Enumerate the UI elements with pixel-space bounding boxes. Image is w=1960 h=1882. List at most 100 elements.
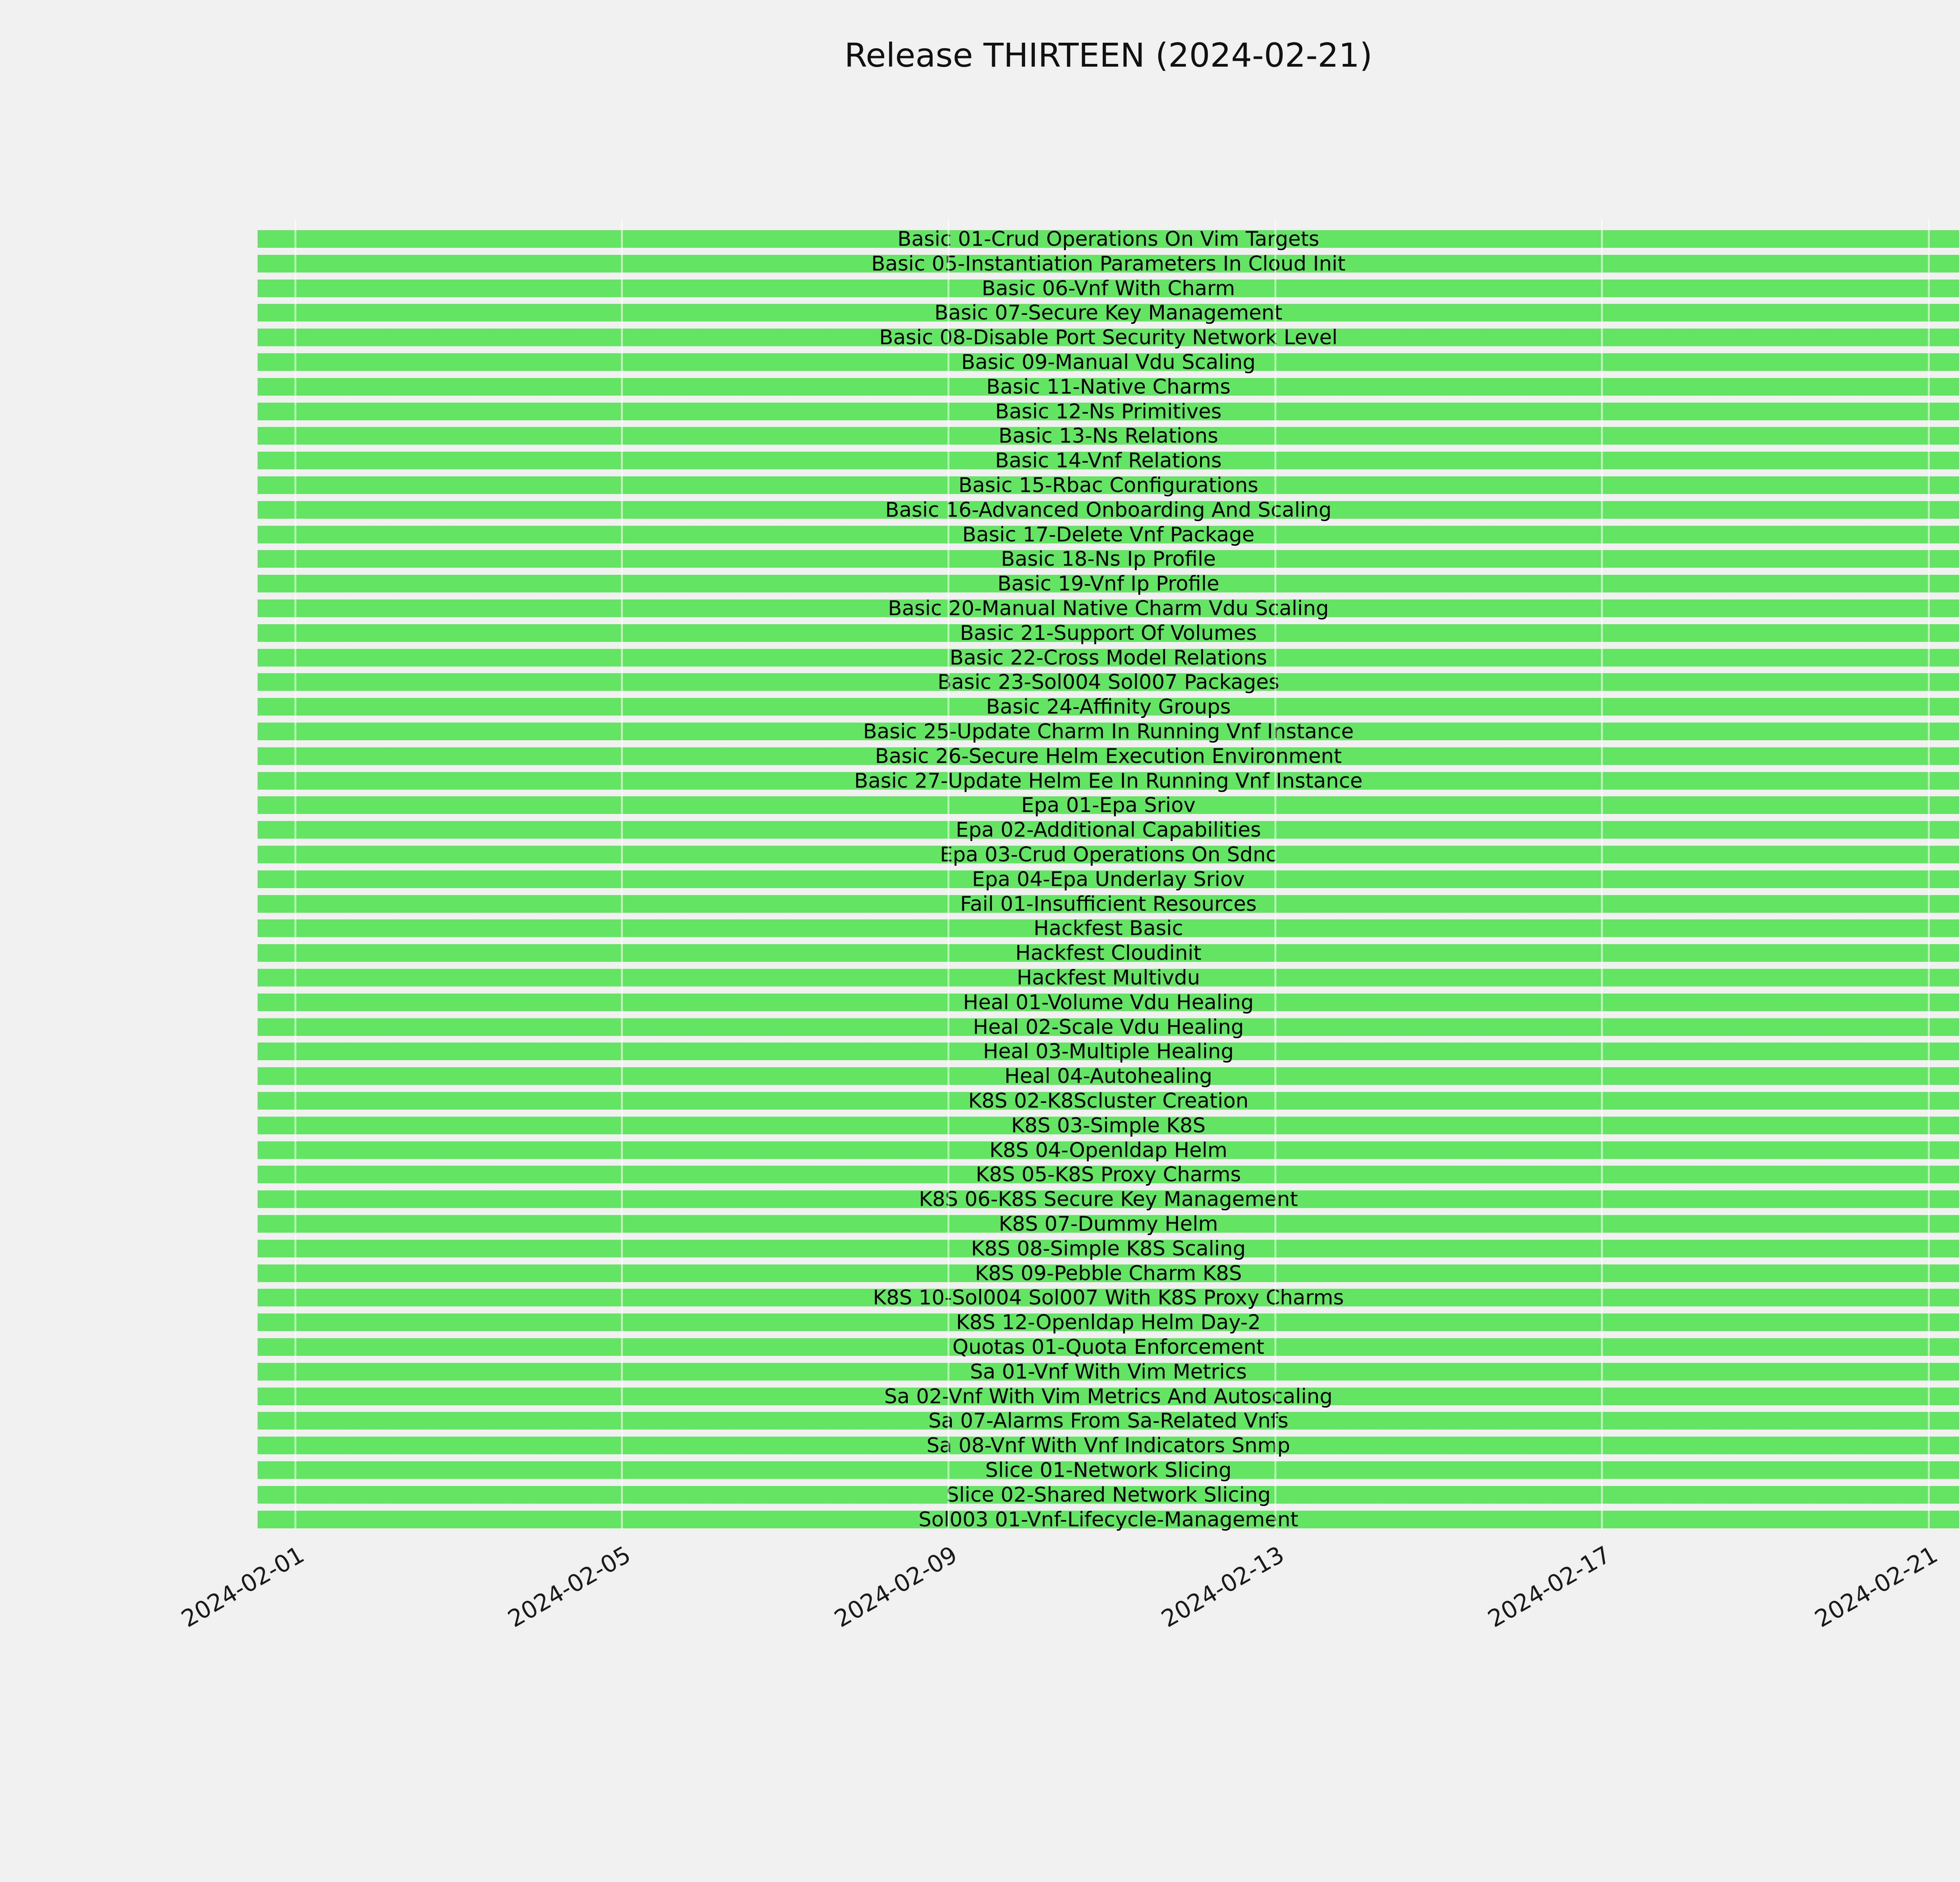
gridline bbox=[1601, 220, 1603, 1529]
task-label: Epa 04-Epa Underlay Sriov bbox=[972, 867, 1245, 891]
task-bar bbox=[258, 1486, 1959, 1504]
task-label: Sa 02-Vnf With Vim Metrics And Autoscali… bbox=[884, 1384, 1333, 1408]
task-row: Basic 06-Vnf With Charm bbox=[258, 278, 1959, 299]
task-label: Basic 27-Update Helm Ee In Running Vnf I… bbox=[854, 769, 1363, 793]
task-bar bbox=[258, 1116, 1959, 1134]
task-bar bbox=[258, 501, 1959, 519]
gridline bbox=[947, 220, 950, 1529]
task-row: Basic 09-Manual Vdu Scaling bbox=[258, 352, 1959, 372]
task-row: Basic 14-Vnf Relations bbox=[258, 451, 1959, 471]
task-row: Heal 02-Scale Vdu Healing bbox=[258, 1015, 1959, 1039]
task-label: Basic 23-Sol004 Sol007 Packages bbox=[937, 670, 1279, 694]
task-label: Basic 22-Cross Model Relations bbox=[949, 646, 1267, 670]
task-bar bbox=[258, 575, 1959, 593]
task-row: K8S 02-K8Scluster Creation bbox=[258, 1089, 1959, 1113]
task-bar bbox=[258, 1141, 1959, 1159]
task-label: Basic 19-Vnf Ip Profile bbox=[997, 572, 1220, 596]
task-label: Slice 01-Network Slicing bbox=[985, 1459, 1232, 1482]
task-row: Epa 02-Additional Capabilities bbox=[258, 820, 1959, 840]
task-row: Basic 22-Cross Model Relations bbox=[258, 646, 1959, 670]
task-row: K8S 07-Dummy Helm bbox=[258, 1212, 1959, 1236]
task-row: Hackfest Multivdu bbox=[258, 966, 1959, 990]
task-row: Basic 20-Manual Native Charm Vdu Scaling bbox=[258, 598, 1959, 619]
task-bar bbox=[258, 1510, 1959, 1528]
task-label: K8S 10-Sol004 Sol007 With K8S Proxy Char… bbox=[873, 1286, 1344, 1310]
task-bar bbox=[258, 969, 1959, 986]
task-row: Basic 27-Update Helm Ee In Running Vnf I… bbox=[258, 769, 1959, 793]
task-label: Epa 03-Crud Operations On Sdnc bbox=[940, 843, 1277, 867]
task-row: Hackfest Cloudinit bbox=[258, 943, 1959, 963]
task-row: Basic 25-Update Charm In Running Vnf Ins… bbox=[258, 721, 1959, 742]
plot-area: Basic 01-Crud Operations On Vim Targets B… bbox=[258, 220, 1959, 1539]
task-row: Basic 26-Secure Helm Execution Environme… bbox=[258, 744, 1959, 768]
task-label: K8S 04-Openldap Helm bbox=[989, 1138, 1228, 1162]
task-row: Basic 21-Support Of Volumes bbox=[258, 621, 1959, 645]
task-bar bbox=[258, 673, 1959, 691]
task-bar bbox=[258, 525, 1959, 543]
task-bar bbox=[258, 1190, 1959, 1208]
task-row: Epa 01-Epa Sriov bbox=[258, 795, 1959, 816]
task-bar bbox=[258, 1018, 1959, 1036]
task-bar bbox=[258, 796, 1959, 814]
task-bar bbox=[258, 846, 1959, 863]
task-label: Heal 03-Multiple Healing bbox=[983, 1040, 1234, 1064]
task-row: Basic 18-Ns Ip Profile bbox=[258, 547, 1959, 571]
task-label: Heal 02-Scale Vdu Healing bbox=[973, 1015, 1244, 1039]
task-label: Basic 21-Support Of Volumes bbox=[960, 621, 1257, 645]
task-label: Heal 04-Autohealing bbox=[1004, 1065, 1212, 1088]
task-label: Basic 18-Ns Ip Profile bbox=[1001, 547, 1216, 571]
task-bar bbox=[258, 1437, 1959, 1455]
task-bar bbox=[258, 304, 1959, 322]
task-label: Sol003 01-Vnf-Lifecycle-Management bbox=[918, 1508, 1299, 1531]
task-label: Quotas 01-Quota Enforcement bbox=[952, 1335, 1265, 1359]
task-bar bbox=[258, 1313, 1959, 1332]
task-label: Basic 01-Crud Operations On Vim Targets bbox=[897, 227, 1319, 251]
task-bar bbox=[258, 427, 1959, 445]
task-label: Sa 01-Vnf With Vim Metrics bbox=[970, 1360, 1247, 1384]
task-bar bbox=[258, 230, 1959, 248]
task-row: Slice 01-Network Slicing bbox=[258, 1459, 1959, 1482]
x-tick-label: 2024-02-01 bbox=[176, 1541, 309, 1633]
task-bar bbox=[258, 599, 1959, 617]
task-row: K8S 09-Pebble Charm K8S bbox=[258, 1263, 1959, 1284]
task-bar bbox=[258, 944, 1959, 962]
task-row: Basic 07-Secure Key Management bbox=[258, 303, 1959, 323]
task-bar bbox=[258, 1264, 1959, 1282]
task-bar bbox=[258, 476, 1959, 494]
task-label: Fail 01-Insufficient Resources bbox=[960, 892, 1257, 916]
task-bar bbox=[258, 1461, 1959, 1479]
task-row: Basic 12-Ns Primitives bbox=[258, 401, 1959, 422]
task-row: Quotas 01-Quota Enforcement bbox=[258, 1335, 1959, 1359]
task-bar bbox=[258, 1166, 1959, 1184]
task-label: Hackfest Basic bbox=[1033, 917, 1183, 941]
task-row: Sa 07-Alarms From Sa-Related Vnfs bbox=[258, 1411, 1959, 1431]
task-bar bbox=[258, 452, 1959, 470]
task-row: K8S 08-Simple K8S Scaling bbox=[258, 1239, 1959, 1259]
task-label: K8S 03-Simple K8S bbox=[1011, 1114, 1206, 1137]
x-tick-label: 2024-02-05 bbox=[503, 1541, 635, 1633]
task-row: K8S 03-Simple K8S bbox=[258, 1114, 1959, 1137]
x-tick-label: 2024-02-13 bbox=[1156, 1541, 1289, 1633]
gridline bbox=[294, 220, 296, 1529]
task-row: Basic 17-Delete Vnf Package bbox=[258, 525, 1959, 545]
task-row: Sol003 01-Vnf-Lifecycle-Management bbox=[258, 1508, 1959, 1531]
task-label: Hackfest Multivdu bbox=[1016, 966, 1200, 990]
chart-title: Release THIRTEEN (2024-02-21) bbox=[844, 36, 1373, 74]
task-row: Sa 01-Vnf With Vim Metrics bbox=[258, 1360, 1959, 1384]
task-row: K8S 10-Sol004 Sol007 With K8S Proxy Char… bbox=[258, 1286, 1959, 1310]
task-row: K8S 06-K8S Secure Key Management bbox=[258, 1189, 1959, 1210]
task-bar bbox=[258, 1387, 1959, 1405]
x-tick-label: 2024-02-21 bbox=[1810, 1541, 1942, 1633]
task-bar bbox=[258, 1412, 1959, 1430]
task-row: K8S 04-Openldap Helm bbox=[258, 1138, 1959, 1162]
gridline bbox=[621, 220, 623, 1529]
task-row: Basic 16-Advanced Onboarding And Scaling bbox=[258, 500, 1959, 520]
task-row: Basic 19-Vnf Ip Profile bbox=[258, 572, 1959, 596]
task-label: K8S 07-Dummy Helm bbox=[998, 1212, 1218, 1236]
task-row: Sa 08-Vnf With Vnf Indicators Snmp bbox=[258, 1435, 1959, 1456]
task-label: K8S 02-K8Scluster Creation bbox=[968, 1089, 1249, 1113]
gridline bbox=[1927, 220, 1930, 1529]
task-row: Basic 11-Native Charms bbox=[258, 377, 1959, 397]
task-label: Basic 26-Secure Helm Execution Environme… bbox=[875, 744, 1342, 768]
